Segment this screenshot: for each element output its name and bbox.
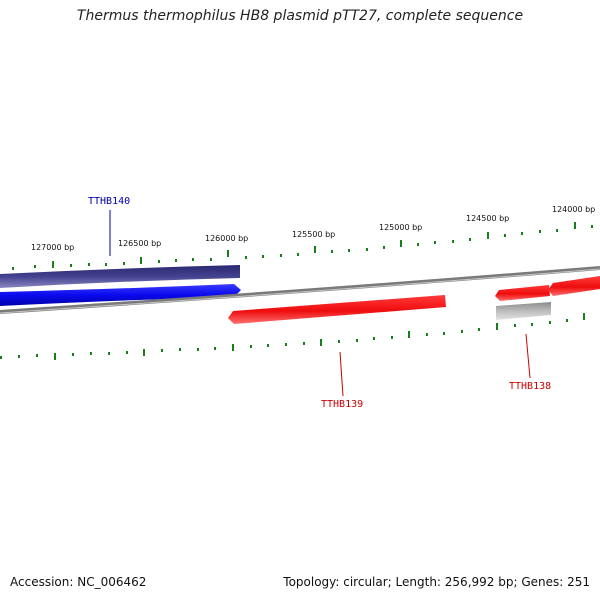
ruler-tick (18, 355, 20, 358)
ruler-tick (267, 344, 269, 347)
callout-line-TTHB138 (525, 333, 531, 379)
ruler-tick (52, 261, 54, 268)
ruler-tick (391, 336, 393, 339)
ruler-tick (232, 344, 234, 351)
ruler-tick (443, 332, 445, 335)
map-title: Thermus thermophilus HB8 plasmid pTT27, … (76, 8, 524, 24)
ruler-tick (88, 263, 90, 266)
ruler-label: 125000 bp (379, 223, 422, 232)
ruler-tick (126, 351, 128, 354)
gene-label-TTHB140[interactable]: TTHB140 (88, 196, 130, 207)
plasmid-backbone (0, 266, 600, 314)
callout-line-TTHB139 (339, 351, 344, 397)
ruler-tick (348, 249, 350, 252)
ruler-tick (320, 339, 322, 346)
ruler-tick (549, 321, 551, 324)
ruler-tick (158, 260, 160, 263)
ruler-tick (583, 313, 585, 320)
accession-text: Accession: NC_006462 (10, 575, 147, 589)
ruler-label: 124500 bp (466, 214, 509, 223)
ruler-tick (140, 257, 142, 264)
ruler-tick (461, 330, 463, 333)
ruler-tick (297, 253, 299, 256)
ruler-tick (556, 229, 558, 232)
ruler-tick (496, 323, 498, 330)
ruler-tick (280, 254, 282, 257)
backbone-highlight (0, 268, 600, 314)
outer-ruler (12, 222, 593, 270)
gene-label-TTHB139[interactable]: TTHB139 (321, 399, 363, 410)
ruler-tick (143, 349, 145, 356)
ruler-tick (504, 234, 506, 237)
ruler-tick (285, 343, 287, 346)
cog-track-purple[interactable] (0, 265, 240, 288)
gene-TTHB138[interactable] (495, 285, 550, 301)
plasmid-summary: Topology: circular; Length: 256,992 bp; … (283, 575, 590, 589)
ruler-tick (179, 348, 181, 351)
ruler-tick (338, 340, 340, 343)
ruler-tick (72, 353, 74, 356)
ruler-tick (591, 225, 593, 228)
gene-TTHB140[interactable] (0, 284, 241, 306)
ruler-tick (105, 263, 107, 266)
ruler-tick (197, 348, 199, 351)
ruler-tick (108, 352, 110, 355)
ruler-tick (426, 333, 428, 336)
ruler-tick (314, 246, 316, 253)
ruler-tick (434, 241, 436, 244)
ruler-tick (262, 255, 264, 258)
ruler-tick (366, 248, 368, 251)
ruler-tick (36, 354, 38, 357)
ruler-tick (192, 258, 194, 261)
ruler-labels: 127000 bp 126500 bp 126000 bp 125500 bp … (31, 205, 595, 252)
ruler-tick (469, 238, 471, 241)
ruler-tick (245, 256, 247, 259)
ruler-label: 127000 bp (31, 243, 74, 252)
gene-partial-right[interactable] (548, 276, 600, 296)
ruler-tick (408, 331, 410, 338)
ruler-tick (70, 264, 72, 267)
ruler-tick (331, 250, 333, 253)
ruler-tick (210, 258, 212, 261)
ruler-tick (417, 243, 419, 246)
gene-TTHB139[interactable] (228, 295, 446, 324)
ruler-label: 126000 bp (205, 234, 248, 243)
ruler-tick (574, 222, 576, 229)
ruler-tick (12, 267, 14, 270)
ruler-tick (373, 337, 375, 340)
ruler-tick (227, 250, 229, 257)
ruler-tick (531, 323, 533, 326)
ruler-tick (521, 232, 523, 235)
ruler-tick (90, 352, 92, 355)
ruler-tick (123, 262, 125, 265)
ruler-tick (514, 324, 516, 327)
ruler-tick (478, 328, 480, 331)
ruler-tick (250, 345, 252, 348)
ruler-label: 126500 bp (118, 239, 161, 248)
ruler-tick (452, 240, 454, 243)
ruler-tick (487, 232, 489, 239)
ruler-tick (356, 339, 358, 342)
ruler-tick (400, 240, 402, 247)
ruler-label: 124000 bp (552, 205, 595, 214)
ruler-tick (54, 353, 56, 360)
ruler-tick (0, 356, 2, 359)
gene-label-TTHB138[interactable]: TTHB138 (509, 381, 551, 392)
ruler-tick (303, 342, 305, 345)
ruler-tick (383, 246, 385, 249)
ruler-tick (214, 347, 216, 350)
ruler-tick (161, 349, 163, 352)
ruler-tick (539, 230, 541, 233)
ruler-tick (175, 259, 177, 262)
ruler-tick (34, 265, 36, 268)
inner-ruler (0, 313, 585, 360)
ruler-label: 125500 bp (292, 230, 335, 239)
ruler-tick (566, 319, 568, 322)
cog-track-gray[interactable] (496, 302, 551, 320)
